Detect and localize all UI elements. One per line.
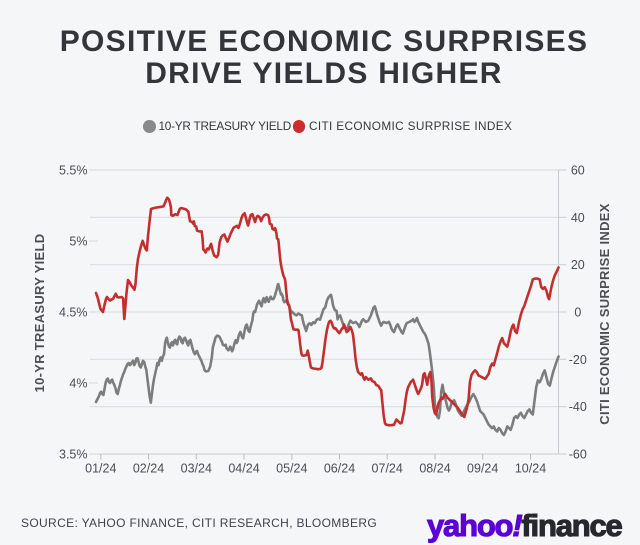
svg-text:04/24: 04/24 bbox=[228, 462, 259, 476]
svg-text:-20: -20 bbox=[569, 353, 587, 367]
svg-text:10/24: 10/24 bbox=[515, 462, 546, 476]
svg-text:06/24: 06/24 bbox=[324, 462, 355, 476]
svg-text:0: 0 bbox=[574, 306, 581, 320]
svg-text:20: 20 bbox=[571, 258, 585, 272]
svg-text:-40: -40 bbox=[569, 400, 587, 414]
svg-text:-60: -60 bbox=[569, 448, 587, 462]
svg-text:05/24: 05/24 bbox=[276, 462, 307, 476]
svg-text:CITI ECONOMIC SURPRISE INDEX: CITI ECONOMIC SURPRISE INDEX bbox=[597, 203, 612, 425]
svg-text:5.5%: 5.5% bbox=[59, 164, 88, 178]
svg-text:4%: 4% bbox=[69, 377, 87, 391]
svg-text:10-YR TREASURY YIELD: 10-YR TREASURY YIELD bbox=[32, 234, 47, 393]
svg-text:60: 60 bbox=[571, 164, 585, 178]
svg-text:02/24: 02/24 bbox=[133, 462, 164, 476]
svg-text:4.5%: 4.5% bbox=[59, 306, 88, 320]
svg-text:03/24: 03/24 bbox=[181, 462, 212, 476]
svg-text:08/24: 08/24 bbox=[419, 462, 450, 476]
svg-text:09/24: 09/24 bbox=[467, 462, 498, 476]
svg-text:5%: 5% bbox=[69, 235, 87, 249]
svg-text:07/24: 07/24 bbox=[372, 462, 403, 476]
svg-text:3.5%: 3.5% bbox=[59, 448, 88, 462]
svg-text:01/24: 01/24 bbox=[85, 462, 116, 476]
svg-text:40: 40 bbox=[571, 211, 585, 225]
